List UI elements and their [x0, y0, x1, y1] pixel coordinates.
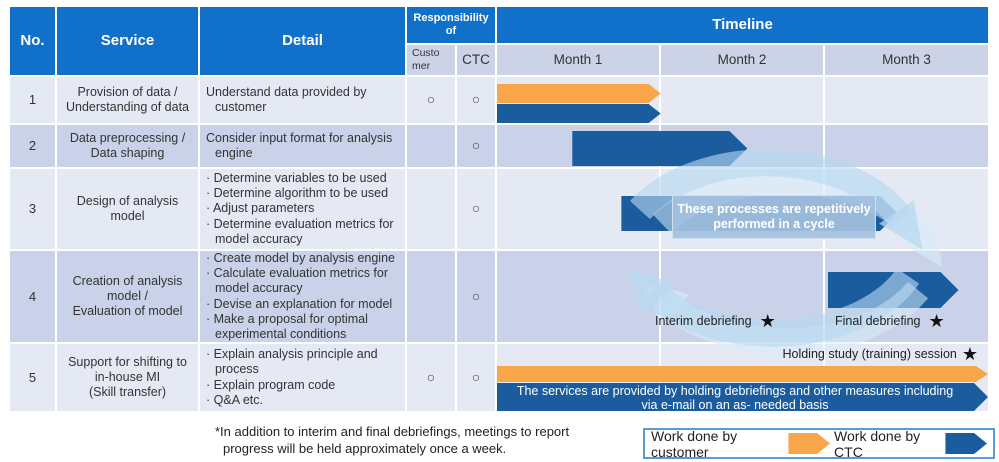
timeline-cell	[497, 77, 659, 123]
responsibility-mark-customer	[407, 251, 455, 342]
star-icon: ★	[961, 344, 978, 364]
responsibility-mark-ctc: ○	[457, 77, 495, 123]
row-no: 5	[10, 344, 55, 411]
responsibility-mark-customer	[407, 125, 455, 167]
subheader-customer: Custo mer	[407, 45, 455, 75]
subheader-month-1: Month 1	[497, 45, 659, 75]
responsibility-mark-ctc: ○	[457, 344, 495, 411]
row-service: Data preprocessing / Data shaping	[57, 125, 198, 167]
services-note: The services are provided by holding deb…	[516, 384, 954, 412]
col-header-responsibility: Responsibility of	[407, 7, 495, 43]
legend: Work done by customer Work done by CTC	[643, 427, 995, 460]
row-service: Support for shifting to in-house MI (Ski…	[57, 344, 198, 411]
col-header-no: No.	[10, 7, 55, 75]
star-icon: ★	[759, 311, 776, 331]
row-no: 3	[10, 169, 55, 249]
timeline-cell	[661, 77, 823, 123]
row-detail: · Explain analysis principle and process…	[200, 344, 405, 411]
row-detail: Understand data provided by customer	[200, 77, 405, 123]
legend-customer-arrow-icon	[788, 433, 830, 454]
row-detail: · Create model by analysis engine · Calcu…	[200, 251, 405, 342]
responsibility-mark-ctc: ○	[457, 169, 495, 249]
interim-debriefing-milestone: Interim debriefing ★	[655, 312, 776, 330]
row-service: Creation of analysis model / Evaluation …	[57, 251, 198, 342]
row-service: Provision of data / Understanding of dat…	[57, 77, 198, 123]
holding-session-label: Holding study (training) session	[782, 347, 957, 361]
legend-ctc-label: Work done by CTC	[834, 427, 921, 460]
final-debriefing-milestone: Final debriefing ★	[835, 312, 945, 330]
subheader-month-2: Month 2	[661, 45, 823, 75]
responsibility-mark-customer	[407, 169, 455, 249]
timeline-cell	[825, 77, 988, 123]
col-header-service: Service	[57, 7, 198, 75]
legend-ctc-arrow-icon	[945, 433, 987, 454]
row-detail: · Determine variables to be used · Determ…	[200, 169, 405, 249]
legend-customer-label: Work done by customer	[651, 427, 738, 460]
col-header-timeline: Timeline	[497, 7, 988, 43]
timeline-cell	[497, 169, 659, 249]
row-service: Design of analysis model	[57, 169, 198, 249]
star-icon: ★	[928, 311, 945, 331]
row-no: 1	[10, 77, 55, 123]
footnote: *In addition to interim and final debrie…	[215, 423, 569, 457]
responsibility-mark-customer: ○	[407, 77, 455, 123]
holding-session-milestone: Holding study (training) session ★	[758, 345, 978, 363]
responsibility-mark-ctc: ○	[457, 251, 495, 342]
responsibility-mark-ctc: ○	[457, 125, 495, 167]
row-no: 2	[10, 125, 55, 167]
row-detail: Consider input format for analysis engin…	[200, 125, 405, 167]
row-no: 4	[10, 251, 55, 342]
final-debriefing-label: Final debriefing	[835, 314, 921, 328]
cycle-caption: These processes are repetitively perform…	[672, 195, 876, 239]
timeline-cell	[497, 251, 659, 342]
interim-debriefing-label: Interim debriefing	[655, 314, 752, 328]
timeline-cell	[661, 125, 823, 167]
responsibility-mark-customer: ○	[407, 344, 455, 411]
timeline-cell	[497, 125, 659, 167]
subheader-ctc: CTC	[457, 45, 495, 75]
timeline-cell	[825, 125, 988, 167]
footnote-line-2: progress will be held approximately once…	[223, 441, 507, 456]
subheader-month-3: Month 3	[825, 45, 988, 75]
col-header-detail: Detail	[200, 7, 405, 75]
footnote-line-1: *In addition to interim and final debrie…	[215, 424, 570, 439]
